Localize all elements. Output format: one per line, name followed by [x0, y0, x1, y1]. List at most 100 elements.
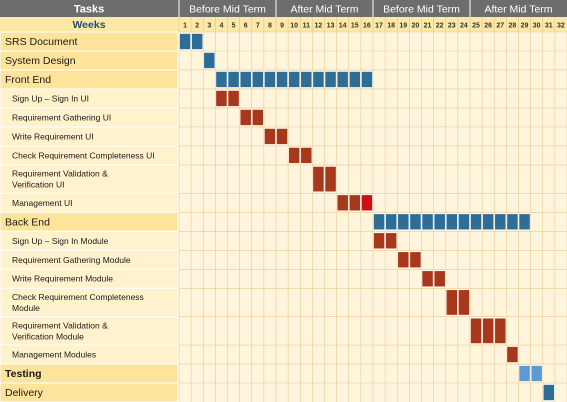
task-name: Check Requirement Completeness Module [12, 292, 144, 313]
task-grid-cell [179, 145, 567, 165]
phase-label: After Mid Term [290, 4, 358, 16]
task-name: Testing [5, 368, 42, 380]
week-number: 28 [509, 23, 517, 30]
gantt-bar [251, 109, 264, 126]
week-number: 24 [460, 23, 468, 30]
task-row: Back End [0, 211, 567, 232]
task-grid-cell [179, 32, 567, 51]
header-bar [0, 0, 567, 17]
task-grid-cell [179, 126, 567, 146]
week-number: 9 [280, 23, 284, 30]
week-number: 1 [183, 23, 187, 30]
week-number: 31 [545, 23, 553, 30]
task-grid-cell [179, 50, 567, 70]
week-number: 25 [472, 23, 480, 30]
gantt-bar [494, 213, 507, 231]
gantt-bar [518, 213, 531, 231]
gantt-bar [264, 128, 276, 145]
task-row: Check Requirement Completeness UI [0, 145, 567, 166]
week-number: 30 [533, 23, 541, 30]
week-number: 18 [387, 23, 395, 30]
task-grid-cell [179, 364, 567, 384]
phase-label: Before Mid Term [189, 4, 266, 16]
week-number: 16 [363, 23, 371, 30]
gantt-bar [336, 71, 349, 88]
gantt-bar [494, 317, 507, 344]
weeks-header: Weeks [72, 19, 105, 31]
gantt-bar [203, 52, 216, 69]
gantt-bar [361, 71, 373, 88]
task-name: Check Requirement Completeness UI [12, 150, 155, 160]
task-row: Requirement Validation & Verification Mod… [0, 316, 567, 346]
week-number: 29 [521, 23, 529, 30]
gantt-bar [251, 71, 264, 88]
gantt-bar [215, 90, 228, 107]
week-number: 20 [412, 23, 420, 30]
task-row: Management Modules [0, 344, 567, 365]
gantt-bar [373, 232, 385, 250]
phase-label: After Mid Term [484, 4, 552, 16]
task-name: Requirement Validation & Verification UI [12, 169, 108, 190]
gantt-bar [348, 71, 361, 88]
week-number: 17 [375, 23, 383, 30]
task-row: Write Requirement Module [0, 268, 567, 289]
task-row: Sign Up – Sign In Module [0, 230, 567, 251]
task-grid-cell [179, 288, 567, 317]
gantt-bar [348, 194, 361, 212]
gantt-bar [324, 71, 337, 88]
gantt-bar [445, 289, 458, 316]
task-grid-cell [179, 164, 567, 194]
gantt-bar [191, 33, 204, 50]
gantt-bar [506, 213, 519, 231]
gantt-bar [518, 365, 531, 382]
week-number: 3 [207, 23, 211, 30]
gantt-bar [239, 71, 252, 88]
gantt-bar [324, 166, 337, 193]
week-number: 10 [290, 23, 298, 30]
gantt-bar [421, 270, 434, 288]
gantt-bar [300, 71, 313, 88]
week-number: 21 [424, 23, 432, 30]
task-grid-cell [179, 193, 567, 213]
gantt-bar [409, 213, 422, 231]
gantt-bar [397, 251, 410, 269]
gantt-bar [385, 213, 398, 231]
week-number: 8 [268, 23, 272, 30]
task-name: Sign Up – Sign In Module [12, 236, 109, 246]
task-name: Requirement Gathering Module [12, 255, 131, 265]
week-number: 19 [399, 23, 407, 30]
week-number: 14 [339, 23, 347, 30]
gantt-bar [482, 317, 495, 344]
task-row: Testing [0, 363, 567, 384]
task-row: Check Requirement Completeness Module [0, 287, 567, 318]
week-number: 15 [351, 23, 359, 30]
task-row: SRS Document [0, 31, 567, 52]
gantt-bar [445, 213, 458, 231]
task-name: Front End [5, 74, 51, 86]
task-name: Sign Up – Sign In UI [12, 93, 89, 103]
gantt-bar [239, 109, 252, 126]
gantt-bar [530, 365, 543, 382]
task-name: SRS Document [5, 36, 77, 48]
gantt-bar [458, 289, 470, 316]
week-number: 11 [303, 23, 311, 30]
gantt-bar [276, 71, 288, 88]
week-number: 32 [557, 23, 565, 30]
gantt-bar [470, 317, 482, 344]
gantt-bar [227, 71, 240, 88]
week-number: 2 [195, 23, 199, 30]
gantt-bar [288, 71, 301, 88]
gantt-bar [385, 232, 398, 250]
task-grid-cell [179, 107, 567, 127]
gantt-bar [433, 270, 446, 288]
gantt-bar [264, 71, 276, 88]
task-name: Write Requirement UI [12, 131, 94, 141]
task-name: System Design [5, 55, 76, 67]
gantt-bar [300, 147, 313, 164]
task-grid-cell [179, 383, 567, 402]
week-number: 12 [315, 23, 323, 30]
gantt-bar [458, 213, 470, 231]
task-row: Requirement Gathering Module [0, 249, 567, 270]
gantt-bar [179, 33, 191, 50]
